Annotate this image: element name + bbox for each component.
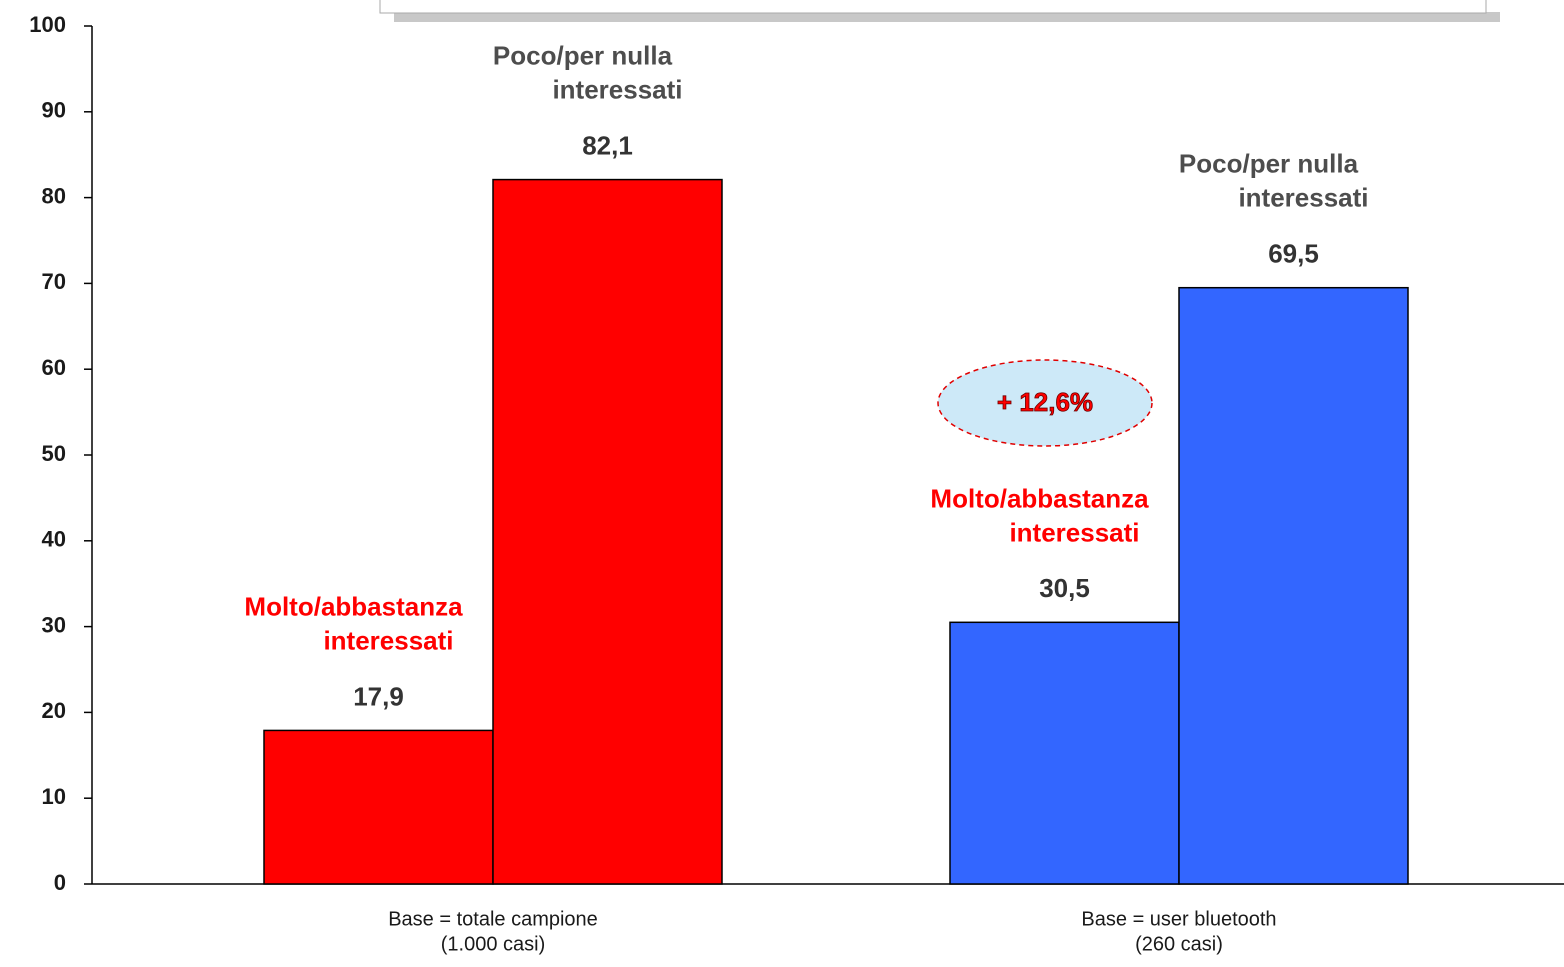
y-tick-label: 0 xyxy=(54,870,66,895)
series-label-line: Molto/abbastanza xyxy=(244,591,463,621)
bar xyxy=(1178,286,1409,885)
series-label-line: interessati xyxy=(1238,183,1368,213)
x-tick-label: Base = totale campione xyxy=(388,908,598,930)
value-label: 69,5 xyxy=(1268,239,1319,269)
bar xyxy=(949,621,1180,885)
annotation: + 12,6% xyxy=(997,387,1093,417)
y-tick-label: 10 xyxy=(42,784,66,809)
value-label: 17,9 xyxy=(353,681,404,711)
series-label-line: interessati xyxy=(552,74,682,104)
series-label: Poco/per nulla interessati xyxy=(493,40,683,104)
box-shadow xyxy=(394,12,1500,22)
series-label: Poco/per nulla interessati xyxy=(1179,149,1369,213)
x-tick-label: (1.000 casi) xyxy=(441,933,546,955)
series-label-line: Poco/per nulla xyxy=(1179,149,1359,179)
value-label: 30,5 xyxy=(1039,573,1090,603)
series-label: Molto/abbastanza interessati xyxy=(244,591,463,655)
y-tick-label: 30 xyxy=(42,612,66,637)
y-tick-label: 70 xyxy=(42,269,66,294)
bar xyxy=(263,729,494,885)
value-label: 82,1 xyxy=(582,130,633,160)
y-tick-label: 20 xyxy=(42,698,66,723)
series-label-line: Molto/abbastanza xyxy=(930,483,1149,513)
y-tick-label: 60 xyxy=(42,355,66,380)
y-tick-label: 50 xyxy=(42,441,66,466)
annotation-bubble xyxy=(937,359,1153,447)
x-tick-label: (260 casi) xyxy=(1135,933,1223,955)
decor-box xyxy=(379,0,1487,14)
series-label-line: Poco/per nulla xyxy=(493,40,673,70)
series-label-line: interessati xyxy=(323,625,453,655)
series-label-line: interessati xyxy=(1009,517,1139,547)
series-label: Molto/abbastanza interessati xyxy=(930,483,1149,547)
x-tick-label: Base = user bluetooth xyxy=(1081,908,1276,930)
y-tick-label: 90 xyxy=(42,98,66,123)
y-tick-label: 100 xyxy=(29,12,66,37)
y-tick-label: 40 xyxy=(42,527,66,552)
y-tick-label: 80 xyxy=(42,183,66,208)
bar xyxy=(492,178,723,885)
